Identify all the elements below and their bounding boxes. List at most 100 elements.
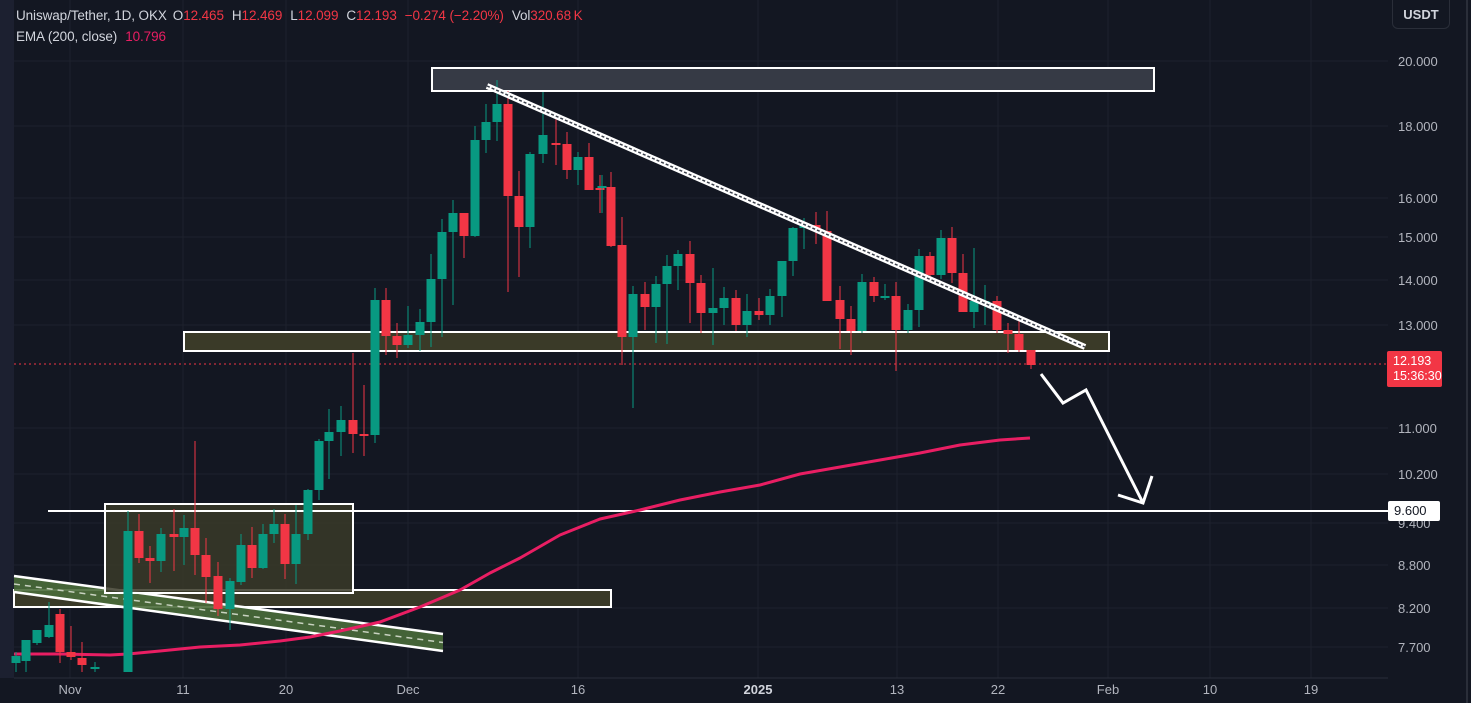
candle-up[interactable]	[880, 296, 890, 298]
candle-up[interactable]	[90, 667, 100, 669]
resistance-zone[interactable]	[431, 67, 1155, 92]
candle-up[interactable]	[225, 581, 235, 609]
candle-up[interactable]	[651, 284, 661, 307]
candle-down[interactable]	[562, 144, 572, 170]
candle-up[interactable]	[903, 310, 913, 330]
candle-down[interactable]	[503, 104, 513, 196]
candle-up[interactable]	[415, 322, 425, 335]
candle-down[interactable]	[169, 534, 179, 537]
candle-up[interactable]	[44, 625, 54, 637]
candle-up[interactable]	[628, 294, 638, 337]
channel-lower-line[interactable]	[13, 590, 444, 653]
candle-down[interactable]	[731, 298, 741, 325]
candle-up[interactable]	[525, 154, 535, 227]
candle-down[interactable]	[551, 143, 561, 145]
candle-down[interactable]	[835, 300, 845, 319]
indicator-legend-row[interactable]: EMA (200, close) 10.796	[16, 26, 590, 47]
candle-up[interactable]	[448, 213, 458, 232]
candle-up[interactable]	[742, 311, 752, 325]
candle-down[interactable]	[595, 188, 605, 190]
candle-down[interactable]	[213, 576, 223, 609]
candle-up[interactable]	[936, 238, 946, 275]
candle-down[interactable]	[1003, 330, 1013, 334]
candle-up[interactable]	[426, 279, 436, 322]
time-tick-label: 10	[1203, 682, 1217, 697]
candle-down[interactable]	[992, 301, 1002, 330]
candle-down[interactable]	[280, 524, 290, 564]
candle-down[interactable]	[685, 254, 695, 283]
candle-up[interactable]	[336, 420, 346, 432]
candle-down[interactable]	[617, 245, 627, 337]
candle-down[interactable]	[1026, 350, 1036, 365]
candle-down[interactable]	[247, 545, 257, 568]
candle-up[interactable]	[179, 528, 189, 537]
candle-down[interactable]	[55, 614, 65, 652]
candle-up[interactable]	[32, 630, 42, 643]
candle-up[interactable]	[719, 298, 729, 308]
candle-up[interactable]	[662, 266, 672, 284]
candle-up[interactable]	[481, 122, 491, 140]
candle-down[interactable]	[134, 531, 144, 558]
candle-up[interactable]	[969, 301, 979, 312]
candle-down[interactable]	[66, 652, 76, 657]
candle-down[interactable]	[846, 319, 856, 331]
candle-up[interactable]	[403, 335, 413, 345]
candle-down[interactable]	[145, 558, 155, 561]
candle-down[interactable]	[696, 283, 706, 313]
candle-down[interactable]	[348, 420, 358, 434]
candle-down[interactable]	[1014, 334, 1024, 350]
candle-down[interactable]	[754, 311, 764, 315]
price-tick-label: 20.000	[1398, 54, 1438, 69]
support-zone[interactable]	[183, 331, 1110, 352]
candle-down[interactable]	[925, 256, 935, 275]
candle-down[interactable]	[584, 157, 594, 190]
candle-up[interactable]	[21, 640, 31, 661]
candle-up[interactable]	[269, 524, 279, 534]
symbol-title[interactable]: Uniswap/Tether, 1D, OKX	[16, 8, 167, 23]
candle-up[interactable]	[573, 157, 583, 170]
candle-down[interactable]	[947, 238, 957, 273]
candle-up[interactable]	[673, 254, 683, 266]
candle-down[interactable]	[459, 213, 469, 236]
candle-down[interactable]	[201, 555, 211, 577]
candle-up[interactable]	[370, 300, 380, 435]
candle-up[interactable]	[123, 531, 133, 672]
ema-200-line[interactable]	[14, 436, 1031, 657]
candle-down[interactable]	[822, 231, 832, 301]
candle-down[interactable]	[606, 187, 616, 246]
candle-up[interactable]	[303, 490, 313, 534]
candle-up[interactable]	[914, 256, 924, 310]
candle-up[interactable]	[470, 140, 480, 236]
candle-down[interactable]	[891, 296, 901, 330]
candle-up[interactable]	[324, 432, 334, 441]
candle-down[interactable]	[869, 282, 879, 296]
candle-up[interactable]	[708, 308, 718, 313]
currency-button[interactable]: USDT	[1392, 0, 1450, 29]
candle-up[interactable]	[437, 232, 447, 279]
candle-up[interactable]	[492, 104, 502, 122]
time-tick-label: Feb	[1097, 682, 1119, 697]
candle-down[interactable]	[640, 294, 650, 307]
candle-down[interactable]	[359, 434, 369, 436]
price-tick-label: 11.000	[1398, 421, 1437, 436]
candle-up[interactable]	[857, 282, 867, 331]
candle-up[interactable]	[11, 656, 21, 663]
candle-up[interactable]	[156, 534, 166, 561]
candle-up[interactable]	[765, 296, 775, 315]
candle-up[interactable]	[788, 228, 798, 261]
candle-down[interactable]	[190, 528, 200, 555]
candle-up[interactable]	[314, 441, 324, 490]
candle-down[interactable]	[381, 300, 391, 336]
candle-down[interactable]	[392, 336, 402, 345]
candle-up[interactable]	[236, 545, 246, 582]
candle-up[interactable]	[777, 261, 787, 296]
candle-up[interactable]	[258, 534, 268, 568]
candle-up[interactable]	[291, 534, 301, 564]
candle-up[interactable]	[538, 135, 548, 154]
projection-arrow-path[interactable]	[1039, 373, 1145, 504]
candle-up[interactable]	[597, 186, 607, 188]
candle-down[interactable]	[77, 658, 87, 665]
candle-down[interactable]	[514, 196, 524, 227]
